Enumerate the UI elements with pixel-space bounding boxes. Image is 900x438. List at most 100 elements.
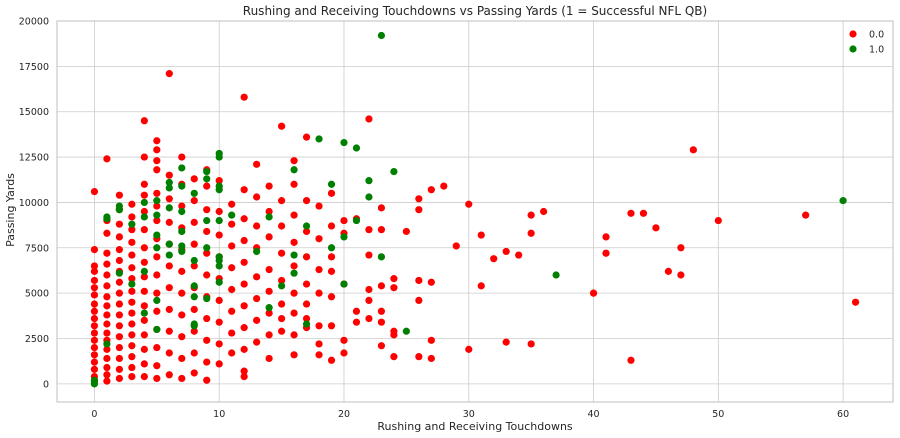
data-point [265, 233, 273, 241]
data-point [153, 202, 161, 210]
data-point [203, 167, 211, 176]
data-point [689, 146, 697, 154]
data-point [90, 262, 99, 270]
data-point [190, 256, 198, 265]
data-point [265, 213, 273, 221]
data-point [128, 320, 136, 328]
data-point [153, 146, 161, 154]
data-point [265, 354, 273, 363]
data-point [103, 363, 111, 372]
data-point [178, 242, 186, 250]
series-1.0 [90, 31, 847, 388]
data-point [377, 282, 386, 290]
data-point [390, 284, 398, 292]
data-point [203, 175, 211, 183]
data-point [240, 280, 248, 288]
data-point [178, 207, 186, 216]
data-point [215, 231, 223, 239]
data-point [452, 242, 460, 250]
data-point [315, 322, 323, 330]
data-point [128, 220, 136, 228]
data-point [253, 338, 261, 346]
y-tick-label: 12500 [19, 153, 49, 164]
data-point [190, 189, 198, 197]
data-point [352, 144, 361, 152]
data-point [215, 153, 223, 161]
data-point [103, 329, 111, 337]
data-point [165, 371, 173, 379]
data-point [277, 122, 286, 130]
data-point [165, 240, 173, 248]
data-point [90, 291, 99, 299]
data-point [128, 213, 136, 221]
data-point [128, 298, 136, 306]
data-point [365, 177, 373, 185]
data-point [365, 226, 373, 234]
data-point [115, 289, 123, 297]
data-point [165, 171, 173, 179]
data-point [677, 271, 685, 279]
data-point [165, 262, 173, 270]
data-point [153, 374, 161, 383]
data-point [115, 322, 123, 330]
data-point [128, 373, 136, 381]
data-point [290, 166, 298, 174]
data-point [228, 307, 236, 315]
data-point [128, 238, 136, 246]
data-point [277, 276, 286, 285]
data-point [377, 31, 386, 40]
data-point [253, 222, 261, 230]
data-point [128, 353, 136, 361]
data-point [228, 211, 236, 219]
data-point [153, 253, 161, 261]
data-point [115, 300, 123, 308]
data-point [128, 280, 136, 288]
data-point [190, 218, 198, 226]
data-point [128, 331, 136, 339]
data-point [90, 365, 99, 373]
data-point [277, 300, 286, 308]
y-tick-label: 10000 [19, 198, 49, 209]
data-point [589, 289, 598, 297]
data-point [253, 160, 261, 168]
data-point [103, 260, 111, 268]
data-point [677, 244, 685, 252]
data-point [502, 338, 510, 346]
data-point [140, 244, 148, 252]
y-axis-ticks: 0 2500 5000 7500 10000 12500 15000 17500 20000 [19, 17, 49, 391]
data-point [215, 262, 223, 270]
data-point [128, 309, 136, 317]
data-point [377, 307, 386, 315]
data-point [178, 333, 186, 341]
data-point [140, 302, 148, 310]
data-point [540, 207, 548, 216]
data-point [390, 331, 398, 339]
data-point [240, 236, 248, 245]
data-point [178, 153, 186, 161]
x-tick-label: 20 [338, 409, 350, 420]
legend-marker [849, 45, 857, 53]
data-point [377, 342, 386, 350]
data-point [90, 246, 99, 254]
data-point [140, 213, 148, 221]
y-tick-label: 0 [43, 379, 49, 390]
data-point [365, 193, 373, 201]
data-point [315, 135, 323, 143]
data-point [215, 216, 223, 225]
data-point [178, 182, 186, 190]
data-point [365, 285, 373, 294]
data-point [352, 318, 361, 326]
data-point [277, 249, 286, 257]
data-point [115, 278, 123, 286]
x-tick-label: 60 [837, 409, 849, 420]
data-point [290, 269, 298, 277]
data-point [315, 289, 323, 297]
data-point [302, 280, 311, 288]
data-point [340, 233, 348, 241]
data-point [178, 311, 186, 319]
data-point [802, 211, 810, 219]
data-point [103, 271, 111, 279]
data-point [228, 264, 236, 272]
data-point [128, 287, 136, 295]
data-point [215, 296, 223, 304]
